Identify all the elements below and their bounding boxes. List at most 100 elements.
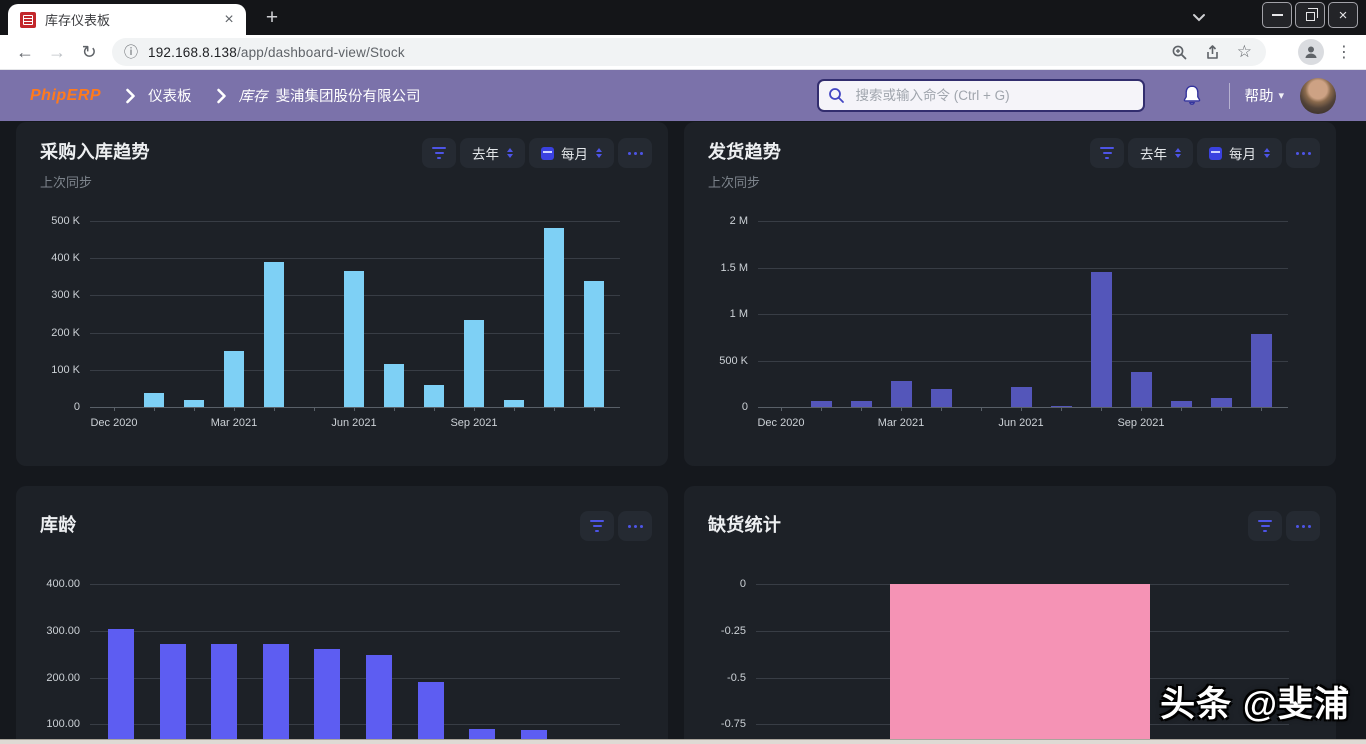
x-axis-tick (354, 407, 355, 411)
y-axis-label: 1 M (729, 308, 748, 320)
y-axis-label: 200.00 (46, 671, 80, 684)
chart-bar (424, 384, 444, 407)
window-controls: × (1262, 2, 1358, 28)
frequency-select-button[interactable]: 每月 (529, 138, 614, 168)
browser-profile-icon[interactable] (1298, 39, 1324, 65)
page-info-icon[interactable]: ⓘ (124, 44, 138, 60)
chart-bar (108, 629, 134, 744)
gridline (90, 724, 620, 726)
browser-menu-icon[interactable]: ⋮ (1336, 44, 1352, 61)
card-menu-button[interactable] (1286, 511, 1320, 541)
watermark: 头条 @斐浦 (1160, 685, 1350, 724)
url-text[interactable]: 192.168.8.138/app/dashboard-view/Stock (148, 45, 1171, 60)
x-axis-tick (1101, 407, 1102, 411)
filter-button[interactable] (1248, 511, 1282, 541)
frequency-label: 每月 (561, 147, 588, 162)
bookmark-star-icon[interactable]: ☆ (1236, 42, 1252, 61)
x-axis-tick (554, 407, 555, 411)
tab-search-chevron-icon[interactable] (1192, 9, 1206, 27)
x-axis-tick (1021, 407, 1022, 411)
period-select-button[interactable]: 去年 (1128, 138, 1193, 168)
gridline (758, 314, 1288, 315)
zoom-icon[interactable] (1171, 44, 1188, 61)
filter-button[interactable] (422, 138, 456, 168)
global-search-input[interactable] (817, 79, 1146, 112)
x-axis-tick (194, 407, 195, 411)
x-axis-tick (274, 407, 275, 411)
y-axis-label: 2 M (729, 215, 748, 227)
chart-bar (1210, 398, 1232, 407)
x-axis-tick (1061, 407, 1062, 411)
gridline (756, 584, 1289, 585)
notifications-bell-icon[interactable] (1181, 84, 1203, 107)
gridline (90, 221, 620, 222)
period-label: 去年 (1140, 147, 1167, 162)
user-avatar[interactable] (1300, 77, 1336, 114)
card-stock-age: 库龄 100.00 200.00 300.00 400.00 (16, 486, 668, 744)
card-title: 采购入库趋势 (40, 142, 150, 162)
breadcrumb-dashboards[interactable]: 仪表板 (148, 89, 192, 105)
card-title: 缺货统计 (708, 515, 782, 535)
breadcrumb-current[interactable]: 库存 斐浦集团股份有限公司 (239, 85, 421, 106)
back-button[interactable]: ← (16, 41, 34, 62)
y-axis-label: 300 K (51, 289, 80, 302)
x-axis-tick (861, 407, 862, 411)
x-axis-tick (114, 407, 115, 411)
chart-bar (262, 643, 289, 744)
x-axis-tick (434, 407, 435, 411)
y-axis-label: 500 K (719, 354, 748, 367)
select-caret-icon (507, 148, 513, 158)
y-axis-label: -0.75 (720, 718, 746, 731)
gridline (90, 677, 620, 679)
chart-bar (144, 392, 164, 407)
chart-bar (224, 351, 244, 407)
help-menu[interactable]: 帮助 ▾ (1244, 85, 1284, 106)
gridline (90, 407, 620, 408)
card-shipment-trend: 发货趋势 上次同步 去年 每月 0 500 K 1 M 1.5 M 2 M Dec 202… (684, 122, 1336, 466)
caret-down-icon: ▾ (1278, 90, 1284, 102)
chart-bar (344, 271, 364, 407)
phiperp-logo[interactable]: PhipERP (30, 86, 102, 104)
minimize-button[interactable] (1262, 2, 1292, 28)
reload-button[interactable]: ↻ (81, 41, 97, 62)
x-axis-label: Mar 2021 (877, 417, 925, 429)
url-path: /app/dashboard-view/Stock (236, 44, 405, 60)
select-caret-icon (1264, 148, 1270, 158)
browser-tab[interactable]: 库存仪表板 × (8, 4, 246, 35)
gridline (90, 369, 620, 371)
restore-button[interactable] (1295, 2, 1325, 28)
chart-bar (584, 280, 604, 407)
x-axis-tick (981, 407, 982, 411)
filter-button[interactable] (1090, 138, 1124, 168)
close-tab-icon[interactable]: × (224, 10, 234, 28)
card-menu-button[interactable] (1286, 138, 1320, 168)
address-bar: ← → ↻ ⓘ 192.168.8.138/app/dashboard-view… (0, 35, 1366, 70)
minimize-icon (1271, 14, 1283, 16)
ellipsis-icon (1295, 524, 1311, 528)
chart-bar (366, 655, 392, 744)
x-axis-tick (821, 407, 822, 411)
card-title: 发货趋势 (708, 142, 782, 162)
url-bar[interactable]: ⓘ 192.168.8.138/app/dashboard-view/Stock… (112, 38, 1266, 66)
x-axis-label: Jun 2021 (331, 417, 377, 429)
chart-bar (890, 380, 912, 407)
chart-bar (264, 261, 284, 407)
filter-button[interactable] (580, 511, 614, 541)
card-menu-button[interactable] (618, 138, 652, 168)
period-select-button[interactable]: 去年 (460, 138, 525, 168)
new-tab-button[interactable]: + (265, 6, 279, 29)
card-menu-button[interactable] (618, 511, 652, 541)
gridline (758, 360, 1288, 362)
share-icon[interactable] (1204, 44, 1221, 61)
card-title: 库龄 (40, 515, 77, 535)
company-name: 斐浦集团股份有限公司 (275, 89, 421, 105)
y-axis-label: 400 K (51, 252, 80, 265)
x-axis-label: Mar 2021 (210, 417, 258, 429)
gridline (90, 258, 620, 260)
forward-button[interactable]: → (48, 41, 66, 62)
x-axis-tick (1221, 407, 1222, 411)
chart-bar (384, 364, 404, 407)
y-axis-label: -0.5 (727, 671, 746, 684)
close-window-button[interactable]: × (1328, 2, 1358, 28)
frequency-select-button[interactable]: 每月 (1197, 138, 1282, 168)
